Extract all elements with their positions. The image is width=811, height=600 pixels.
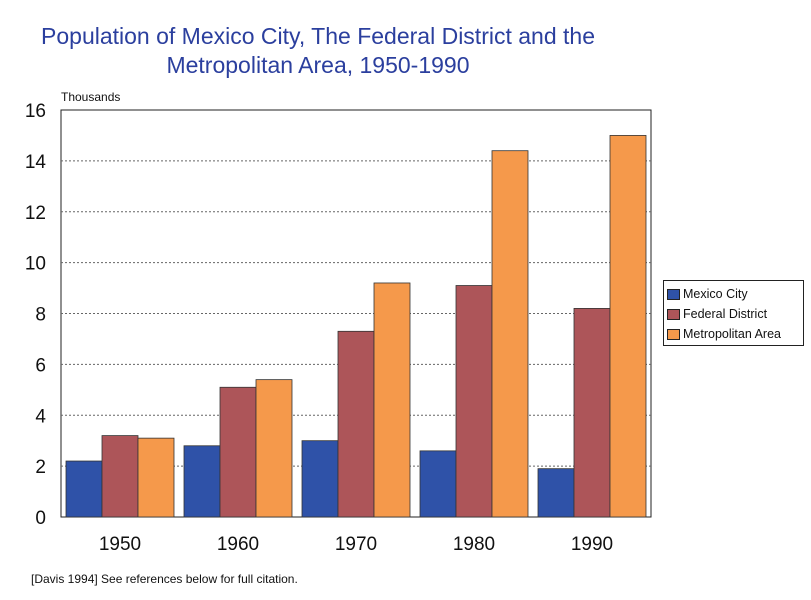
y-tick-label: 2	[35, 457, 46, 478]
bar-metropolitan-area	[137, 437, 175, 518]
y-tick-label: 14	[25, 152, 47, 173]
y-tick-label: 10	[25, 254, 46, 275]
y-tick-label: 16	[25, 101, 46, 122]
bar-federal-district	[337, 330, 375, 518]
legend-swatch-mexico-city	[667, 288, 680, 300]
bar-federal-district	[573, 308, 611, 518]
x-tick-label: 1970	[335, 534, 377, 555]
bar-federal-district	[219, 386, 257, 518]
legend-swatch-metropolitan-area	[667, 328, 680, 340]
bar-federal-district	[101, 435, 139, 518]
citation-note: [Davis 1994] See references below for fu…	[31, 572, 298, 586]
bar-mexico-city	[183, 445, 221, 518]
bar-metropolitan-area	[255, 379, 293, 518]
chart-title: Population of Mexico City, The Federal D…	[0, 22, 636, 80]
x-tick-label: 1980	[453, 534, 495, 555]
bar-mexico-city	[301, 440, 339, 518]
bar-metropolitan-area	[373, 282, 411, 518]
legend-label-mexico-city: Mexico City	[683, 287, 748, 301]
legend-swatch-federal-district	[667, 308, 680, 320]
bar-mexico-city	[537, 468, 575, 518]
bar-metropolitan-area	[491, 150, 529, 518]
chart-title-line-1: Population of Mexico City, The Federal D…	[41, 23, 595, 49]
chart-legend: Mexico City Federal District Metropolita…	[663, 280, 804, 346]
legend-label-metropolitan-area: Metropolitan Area	[683, 327, 781, 341]
x-tick-label: 1990	[571, 534, 613, 555]
bar-mexico-city	[65, 460, 103, 518]
chart-title-line-2: Metropolitan Area, 1950-1990	[166, 52, 470, 78]
legend-item-mexico-city: Mexico City	[667, 284, 803, 304]
y-tick-label: 6	[35, 355, 46, 376]
legend-label-federal-district: Federal District	[683, 307, 768, 321]
bar-federal-district	[455, 285, 493, 518]
legend-item-metropolitan-area: Metropolitan Area	[667, 324, 803, 344]
y-tick-label: 8	[35, 305, 46, 326]
legend-item-federal-district: Federal District	[667, 304, 803, 324]
bar-mexico-city	[419, 450, 457, 518]
bar-metropolitan-area	[609, 135, 647, 518]
x-tick-label: 1950	[99, 534, 141, 555]
y-tick-label: 4	[35, 406, 46, 427]
y-unit-label: Thousands	[61, 90, 120, 104]
y-tick-label: 0	[35, 508, 46, 529]
x-tick-label: 1960	[217, 534, 259, 555]
y-tick-label: 12	[25, 203, 46, 224]
